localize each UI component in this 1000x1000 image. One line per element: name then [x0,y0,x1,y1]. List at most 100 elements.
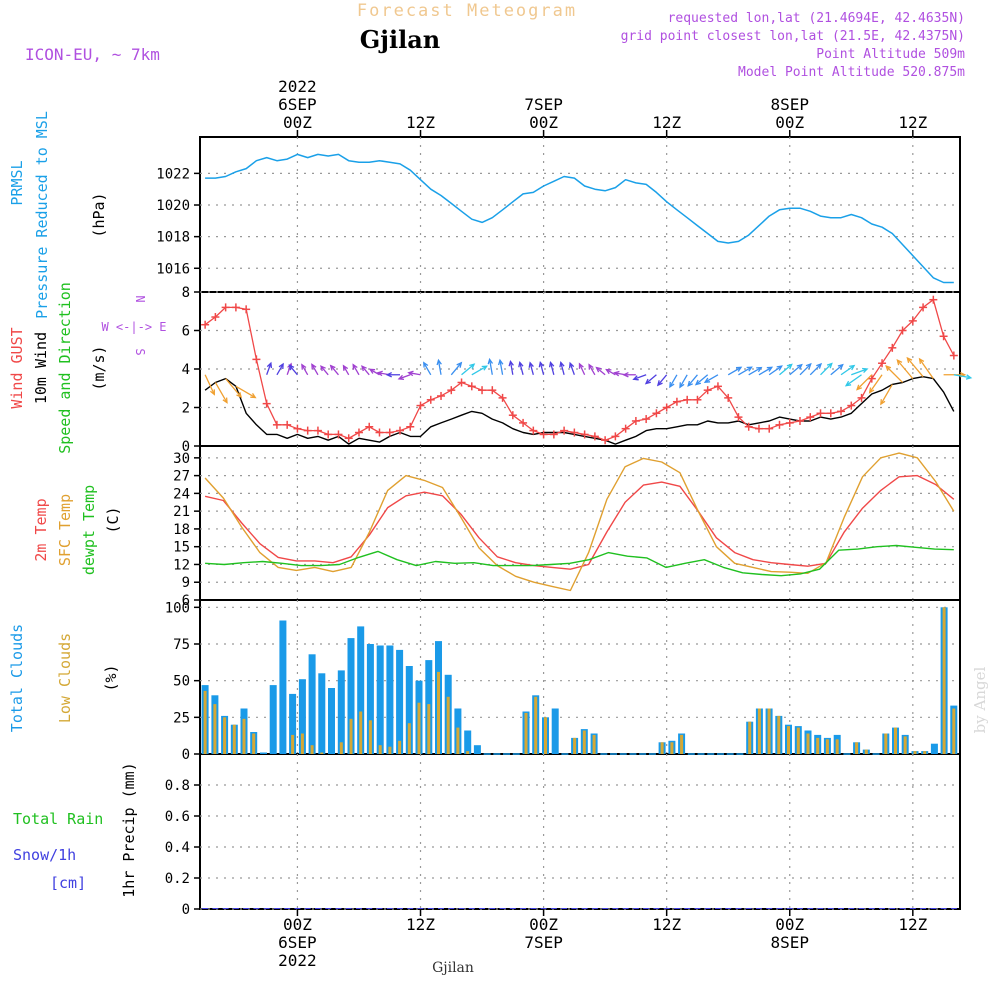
precipitation-ytick-label: 0.8 [165,778,190,794]
wind-gust-line [204,299,955,441]
wind-gust-marker [693,395,702,404]
wind-direction-arrow [214,382,228,404]
model-point-altitude: Model Point Altitude 520.875m [738,65,965,80]
low-cloud-bar [923,751,927,754]
total-cloud-bar [279,620,287,754]
wind-direction-arrow [679,374,688,389]
wind-gust-marker [611,432,620,441]
arrow-shaft [266,362,272,375]
arrow-head [613,370,620,377]
arrow-head [497,358,504,366]
low-cloud-bar [777,715,781,754]
arrow-head [837,363,844,370]
arrow-shaft [695,374,709,386]
wind-direction-arrow [758,366,774,376]
arrow-shaft [820,363,833,376]
wind-direction-arrow [687,374,698,387]
total-cloud-bar [269,685,277,754]
top-xtick-day: 7SEP [524,95,563,114]
arrow-head [407,370,414,377]
wind-direction-arrow [738,366,753,376]
wind-gust-label: Wind GUST [8,327,26,408]
top-xtick-label: 12Z [898,113,927,132]
arrow-shaft [488,359,493,375]
arrow-head [559,360,565,368]
bottom-xtick-year: 2022 [278,951,317,970]
arrow-shaft [596,367,606,376]
arrow-shaft [845,374,862,387]
low-cloud-bar [291,734,295,754]
arrow-shaft [840,365,855,376]
wind-ytick-label: 2 [182,401,190,417]
low-cloud-bar [427,704,431,754]
arrow-shaft [330,365,339,376]
clouds-ytick-label: 75 [173,637,190,653]
arrow-head [423,361,429,368]
model-label: ICON-EU, ~ 7km [25,45,160,64]
wind-direction-arrow [799,362,812,376]
arrow-shaft [738,366,752,376]
total-cloud-bar [405,666,413,754]
wind-gust-marker [847,401,856,410]
wind-gust-marker [457,378,466,387]
bottom-xtick-day: 6SEP [278,933,317,952]
arrow-shaft [906,357,924,378]
low-cloud-bar [573,737,577,754]
low-cloud-bar [437,671,440,754]
wind-gust-marker [765,424,774,433]
wind-10m-label: 10m Wind [32,332,50,404]
wind-gust-marker [488,386,497,395]
arrow-shaft [633,374,647,380]
wind-direction-arrow [204,374,215,396]
wind-direction-arrow [368,368,380,376]
wind-gust-marker [939,332,948,341]
arrow-shaft [687,374,698,387]
temperature-ytick-label: 24 [173,486,190,502]
wind-direction-arrow [669,374,678,389]
arrow-head [548,360,555,368]
bottom-xtick-day: 8SEP [770,933,809,952]
arrow-head [796,363,803,370]
wind-gust-marker [826,409,835,418]
arrow-head [320,365,326,372]
arrow-head [456,361,463,368]
wind-gust-marker [478,386,487,395]
arrow-shaft [471,365,488,376]
arrow-head [805,362,812,369]
arrow-shaft [342,365,350,376]
arrow-head [735,366,743,372]
wind-gust-marker [652,409,661,418]
wind-gust-marker [878,359,887,368]
total-cloud-bar [464,730,472,754]
grid-point-coordinates: grid point closest lon,lat (21.5E, 42.43… [621,29,965,44]
wind-gust-marker [334,430,343,439]
wind-gust-marker [447,386,456,395]
compass-west-east: W <-|-> E [101,320,166,334]
arrow-head [756,366,763,373]
arrow-shaft [288,364,298,376]
wind-direction-arrow [789,363,803,376]
wind-gust-marker [354,428,363,437]
arrow-shaft [408,372,421,376]
wind-direction-arrow [329,364,339,376]
arrow-head [849,364,856,371]
arrow-head [965,374,973,380]
arrow-head [868,387,875,394]
arrow-head [918,357,925,365]
snow-unit-label: [cm] [50,874,86,892]
wind-direction-arrow [820,362,833,376]
wind-gust-marker [313,426,322,435]
pressure-line [205,153,954,284]
wind-direction-arrow [235,385,257,399]
low-cloud-bar [203,690,207,754]
wind-gust-marker [211,313,220,322]
requested-coordinates: requested lon,lat (21.4694E, 42.4635N) [668,11,965,26]
pressure-unit: (hPa) [90,192,108,237]
top-xtick-label: 00Z [283,113,312,132]
wind-gust-marker [467,382,476,391]
arrow-head [266,361,273,369]
wind-gust-marker [857,393,866,402]
wind-direction-arrow [568,361,575,375]
low-cloud-bar [407,723,411,754]
wind-gust-marker [498,393,507,402]
